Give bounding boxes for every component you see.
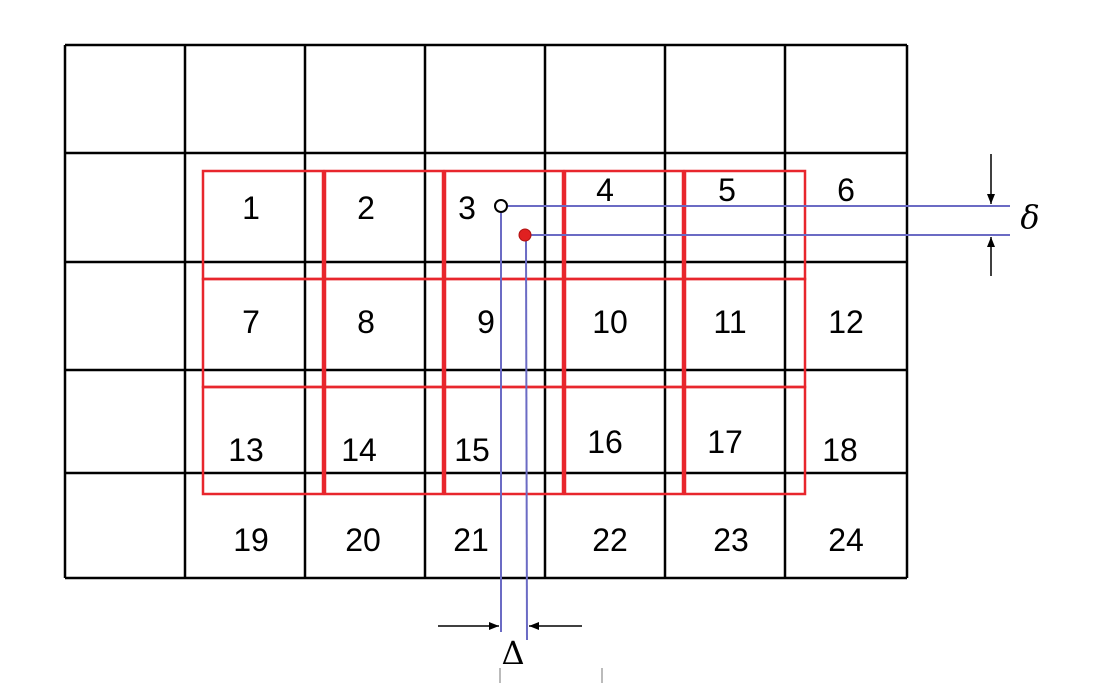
delta-small-label: δ (1020, 198, 1039, 236)
cell-label: 9 (477, 304, 495, 340)
cell-label: 6 (837, 172, 855, 208)
cell-label: 13 (228, 432, 264, 468)
cell-label: 24 (828, 522, 864, 558)
bottom-ticks (499, 668, 603, 683)
cell-label: 11 (713, 304, 746, 340)
cell-label: 15 (454, 432, 490, 468)
cell-label: 7 (242, 304, 260, 340)
cell-label: 2 (357, 190, 375, 226)
cell-label: 23 (713, 522, 749, 558)
base-grid (63, 43, 909, 580)
cell-label: 22 (592, 522, 628, 558)
delta-large-label: Δ (501, 634, 524, 672)
filled-point (518, 228, 532, 242)
cell-label: 16 (587, 424, 623, 460)
overlay-cell (443, 385, 565, 496)
cell-label: 5 (718, 172, 736, 208)
open-point (494, 199, 508, 213)
overlay-cell (683, 385, 807, 496)
cell-label: 3 (458, 190, 476, 226)
overlay-cell (563, 385, 685, 496)
cell-label: 17 (707, 424, 743, 460)
overlay-cell (201, 385, 325, 496)
guide-lines (500, 205, 1010, 641)
cell-label: 8 (357, 304, 375, 340)
dimension-arrows (438, 154, 995, 630)
guide-vertical-filled (525, 239, 528, 641)
overlay-cell (323, 385, 445, 496)
cell-label: 10 (592, 304, 628, 340)
cell-label: 12 (828, 304, 864, 340)
cell-label: 14 (341, 432, 377, 468)
cell-label: 21 (453, 522, 489, 558)
cell-label: 18 (822, 432, 858, 468)
cell-label: 19 (233, 522, 269, 558)
cell-label: 20 (345, 522, 381, 558)
overlay-grid (201, 169, 807, 496)
cell-label: 1 (242, 190, 260, 226)
cell-label: 4 (596, 172, 614, 208)
